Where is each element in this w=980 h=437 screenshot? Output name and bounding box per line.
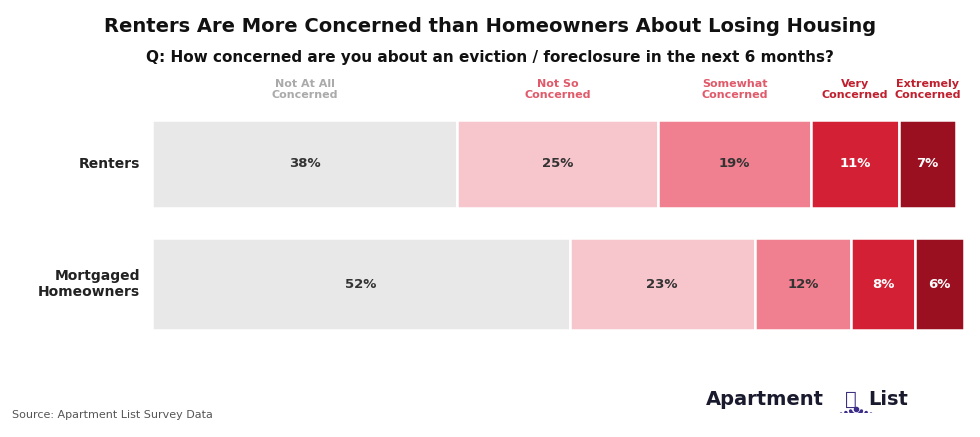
- Text: Not At All
Concerned: Not At All Concerned: [271, 79, 338, 100]
- Text: 38%: 38%: [289, 157, 320, 170]
- Text: ⦿: ⦿: [845, 390, 857, 409]
- Text: 11%: 11%: [839, 157, 871, 170]
- Text: Source: Apartment List Survey Data: Source: Apartment List Survey Data: [12, 409, 213, 420]
- Text: Very
Concerned: Very Concerned: [822, 79, 888, 100]
- Text: Somewhat
Concerned: Somewhat Concerned: [702, 79, 767, 100]
- Text: Q: How concerned are you about an eviction / foreclosure in the next 6 months?: Q: How concerned are you about an evicti…: [146, 50, 834, 65]
- Text: 12%: 12%: [787, 277, 818, 291]
- Text: 52%: 52%: [345, 277, 376, 291]
- Text: Mortgaged
Homeowners: Mortgaged Homeowners: [38, 269, 140, 299]
- Text: 19%: 19%: [718, 157, 751, 170]
- Text: Renters: Renters: [78, 157, 140, 171]
- Text: 6%: 6%: [928, 277, 951, 291]
- Text: 23%: 23%: [647, 277, 678, 291]
- Text: Apartment: Apartment: [706, 390, 823, 409]
- Text: 25%: 25%: [542, 157, 573, 170]
- Text: List: List: [868, 390, 908, 409]
- Text: 8%: 8%: [872, 277, 895, 291]
- Text: Renters Are More Concerned than Homeowners About Losing Housing: Renters Are More Concerned than Homeowne…: [104, 17, 876, 36]
- Text: 7%: 7%: [916, 157, 939, 170]
- Text: Not So
Concerned: Not So Concerned: [524, 79, 591, 100]
- Text: Extremely
Concerned: Extremely Concerned: [894, 79, 960, 100]
